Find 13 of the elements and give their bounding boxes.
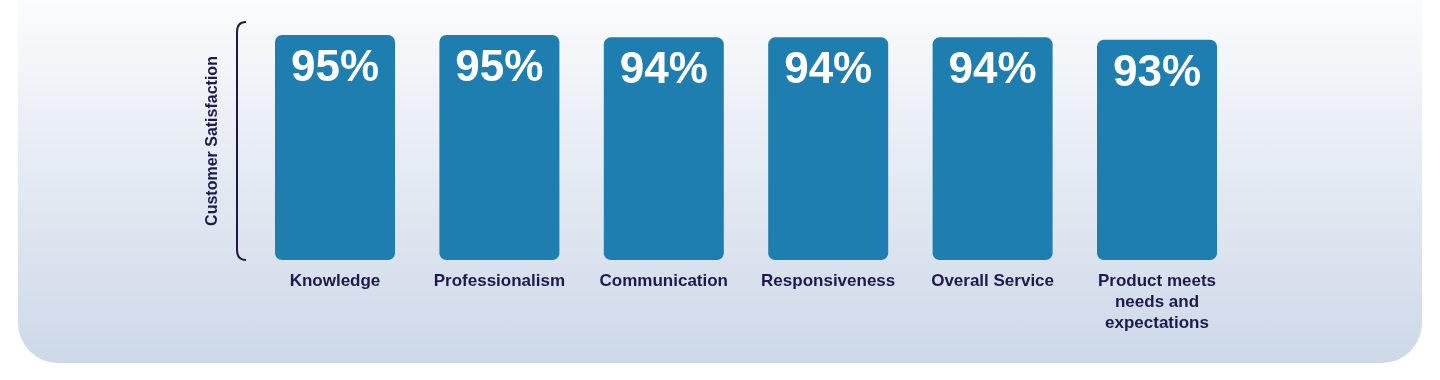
x-tick-label: Overall Service [931,271,1055,290]
data-label: 93% [1112,45,1202,95]
data-label: 94% [948,43,1037,93]
x-tick-label: Product meets needs and expectations [1097,271,1217,332]
x-tick-label: Communication [599,271,729,290]
x-tick-label: Responsiveness [761,271,896,290]
data-label: 94% [619,43,708,93]
data-label: 95% [290,41,380,90]
x-tick-label: Knowledge [289,271,381,290]
data-label: 94% [784,43,873,93]
y-axis-title: Customer Satisfaction [203,56,220,226]
x-tick-label: Professionalism [433,271,566,290]
data-label: 95% [455,41,544,90]
